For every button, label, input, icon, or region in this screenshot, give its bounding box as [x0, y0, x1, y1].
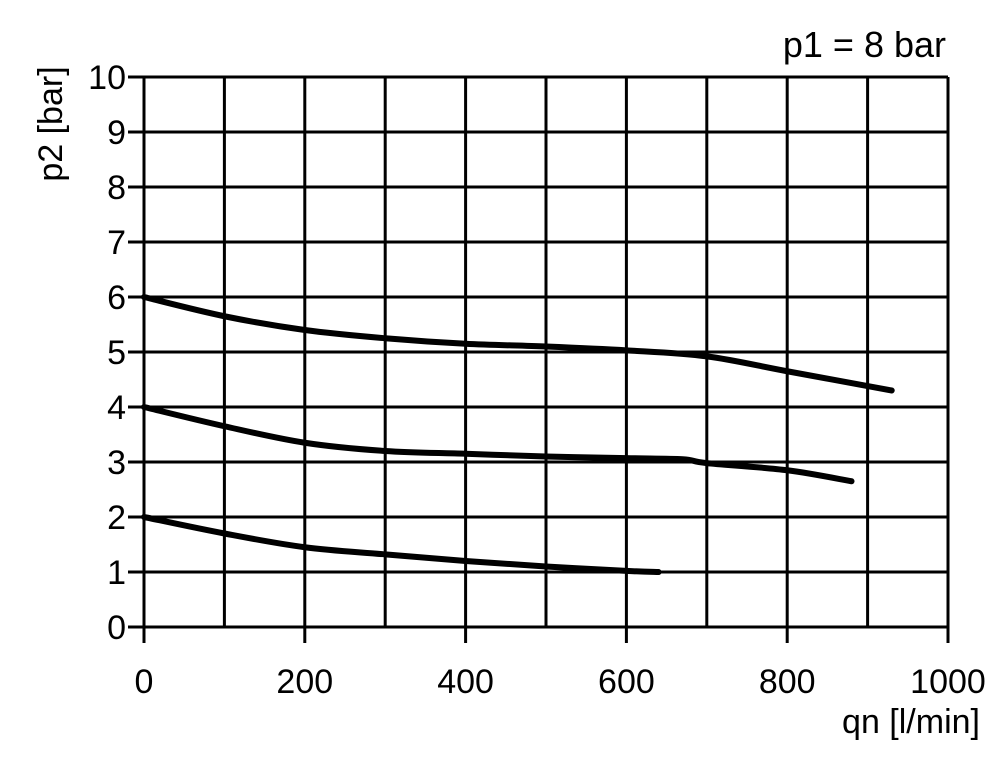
y-tick-labels: 0 1 2 3 4 5 6 7 8 9 10 [88, 59, 126, 647]
y-tick-label: 10 [88, 59, 126, 97]
chart-annotation: p1 = 8 bar [783, 24, 946, 65]
y-tick-label: 7 [107, 224, 126, 262]
x-axis-label: qn [l/min] [842, 703, 980, 741]
y-tick-label: 5 [107, 334, 126, 372]
x-tick-label: 0 [135, 663, 154, 701]
y-tick-label: 2 [107, 499, 126, 537]
y-tick-label: 0 [107, 609, 126, 647]
y-tick-label: 1 [107, 554, 126, 592]
y-tick-label: 8 [107, 169, 126, 207]
x-tick-label: 800 [759, 663, 816, 701]
series-curve [141, 294, 895, 394]
x-tick-label: 1000 [910, 663, 986, 701]
y-tick-label: 6 [107, 279, 126, 317]
x-tick-label: 200 [276, 663, 333, 701]
y-tick-label: 3 [107, 444, 126, 482]
x-tick-labels: 0 200 400 600 800 1000 [135, 663, 986, 701]
grid [128, 75, 950, 643]
x-tick-label: 400 [437, 663, 494, 701]
series-curve [141, 514, 662, 575]
y-axis-label: p2 [bar] [32, 66, 70, 181]
curves [141, 294, 895, 575]
y-tick-label: 4 [107, 389, 126, 427]
y-tick-label: 9 [107, 114, 126, 152]
series-curve [141, 404, 855, 485]
x-tick-label: 600 [598, 663, 655, 701]
